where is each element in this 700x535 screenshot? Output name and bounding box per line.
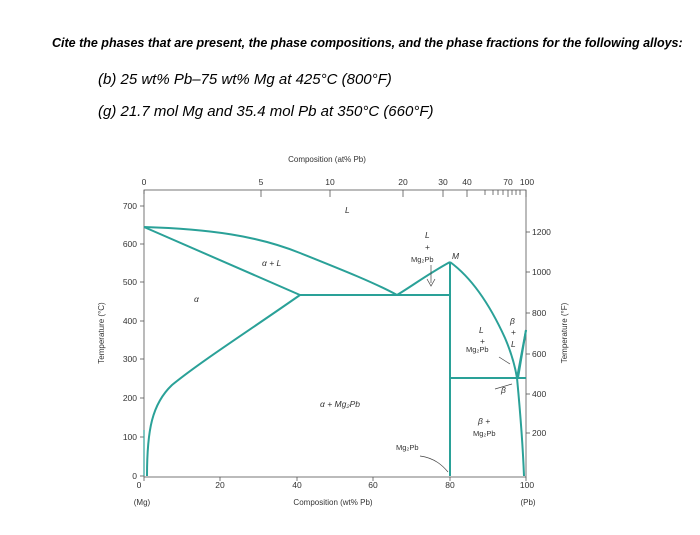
region-label-beta-liquid: L (511, 339, 516, 349)
top-tick-label: 40 (462, 177, 472, 187)
alpha-solvus (146, 294, 301, 477)
region-label-l-mg2pb-top: + (425, 242, 430, 252)
bottom-axis-title: Composition (wt% Pb) (293, 498, 372, 507)
left-tick-label: 0 (132, 471, 137, 481)
right-tick-label: 1000 (532, 267, 551, 277)
region-label-alpha-liquid: α + L (262, 258, 282, 268)
liquidus-left (143, 226, 398, 296)
beta-solidus (517, 329, 527, 379)
bottom-tick-label: 0 (137, 480, 142, 490)
right-tick-label: 1200 (532, 227, 551, 237)
region-label-alpha-mg2pb: α + Mg₂Pb (320, 399, 360, 409)
left-axis-title: Temperature (°C) (97, 302, 106, 364)
plot-frame (143, 189, 527, 478)
right-tick-label: 800 (532, 308, 546, 318)
right-axis-title: Temperature (°F) (560, 302, 569, 363)
bottom-axis (143, 477, 527, 481)
region-label-m-point: M (452, 251, 460, 261)
left-end-label: (Mg) (134, 498, 151, 507)
left-tick-label: 100 (123, 432, 137, 442)
top-tick-label: 30 (438, 177, 448, 187)
alpha-solidus (143, 226, 301, 296)
right-tick-label: 600 (532, 349, 546, 359)
question-item-g: (g) 21.7 mol Mg and 35.4 mol Pb at 350°C… (98, 103, 434, 120)
region-label-l-mg2pb-top: Mg₂Pb (411, 255, 434, 264)
region-label-beta-liquid: + (511, 327, 516, 337)
question-title: Cite the phases that are present, the ph… (52, 36, 683, 50)
top-tick-label: 10 (325, 177, 335, 187)
right-axis (526, 231, 530, 434)
right-tick-label: 200 (532, 428, 546, 438)
region-label-l-mg2pb-right: L (479, 325, 484, 335)
bottom-tick-label: 20 (215, 480, 225, 490)
bottom-tick-label: 40 (292, 480, 302, 490)
top-axis-title: Composition (at% Pb) (288, 155, 366, 164)
beta-solvus (516, 377, 525, 477)
region-label-l-mg2pb-right: Mg₂Pb (466, 345, 489, 354)
left-axis (140, 205, 144, 477)
left-tick-label: 700 (123, 201, 137, 211)
region-label-alpha: α (194, 294, 200, 304)
left-tick-label: 300 (123, 354, 137, 364)
top-tick-label: 70 (503, 177, 513, 187)
region-label-l-mg2pb-top: L (425, 230, 430, 240)
liquidus-to-m (396, 261, 451, 296)
right-end-label: (Pb) (520, 498, 535, 507)
right-tick-label: 400 (532, 389, 546, 399)
left-tick-label: 500 (123, 277, 137, 287)
left-tick-label: 200 (123, 393, 137, 403)
liquidus-to-e2 (449, 261, 518, 379)
top-tick-label: 5 (259, 177, 264, 187)
bottom-tick-label: 80 (445, 480, 455, 490)
region-label-l-mg2pb-right: + (480, 336, 485, 346)
region-label-mg2pb: Mg₂Pb (396, 443, 419, 452)
region-label-beta-mg2pb: Mg₂Pb (473, 429, 496, 438)
top-tick-label: 20 (398, 177, 408, 187)
region-label-beta: β (500, 385, 506, 395)
top-tick-label: 0 (142, 177, 147, 187)
question-item-b: (b) 25 wt% Pb–75 wt% Mg at 425°C (800°F) (98, 71, 392, 88)
bottom-tick-label: 60 (368, 480, 378, 490)
region-label-liquid: L (345, 205, 350, 215)
leader-lines (419, 265, 513, 473)
left-tick-label: 600 (123, 239, 137, 249)
bottom-tick-label: 100 (520, 480, 534, 490)
top-axis (143, 190, 527, 197)
top-tick-label: 100 (520, 177, 534, 187)
region-label-beta-liquid: β (509, 316, 515, 326)
phase-boundaries (143, 226, 527, 477)
region-label-beta-mg2pb: β + (477, 416, 490, 426)
left-tick-label: 400 (123, 316, 137, 326)
